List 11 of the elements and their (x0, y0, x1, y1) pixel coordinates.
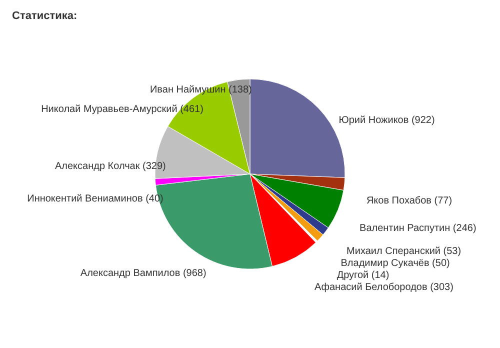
slice-label: Николай Муравьев-Амурский (461) (41, 104, 204, 116)
chart-title: Статистика: (12, 10, 78, 22)
slice-label: Другой (14) (336, 270, 390, 281)
slice-label: Михаил Сперанский (53) (346, 246, 462, 257)
slice-label: Владимир Сукачёв (50) (340, 258, 450, 269)
slice-label: Яков Похабов (77) (366, 196, 452, 207)
slice-label: Афанасий Белобородов (303) (314, 282, 454, 293)
slice-label: Александр Вампилов (968) (80, 268, 206, 279)
slice-label: Александр Колчак (329) (54, 161, 166, 172)
slice-label: Валентин Распутин (246) (360, 223, 476, 234)
slice-label: Юрий Ножиков (922) (338, 114, 435, 126)
